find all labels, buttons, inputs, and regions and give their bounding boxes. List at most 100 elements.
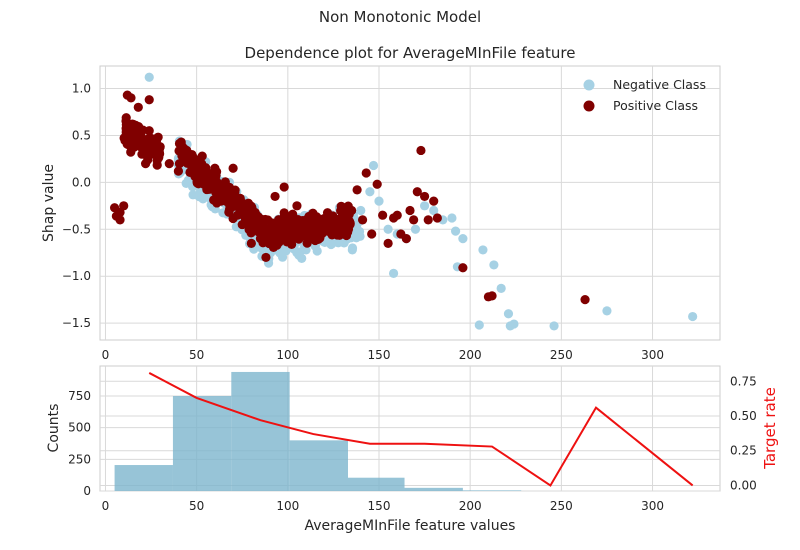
scatter-x-tick-label: 150 (368, 348, 391, 362)
positive-class-point (347, 205, 357, 216)
positive-class-point (228, 163, 238, 173)
positive-class-point (115, 215, 125, 225)
figure-suptitle: Non Monotonic Model (319, 8, 481, 26)
negative-class-point (447, 213, 457, 223)
negative-class-point (549, 321, 559, 331)
histogram-bar (289, 440, 348, 491)
target-rate-ticks: 0.00 0.25 0.50 0.75 (730, 374, 757, 492)
negative-class-point (388, 268, 399, 278)
positive-class-point (328, 229, 339, 239)
positive-class-point (128, 121, 138, 131)
legend-marker-negative (583, 79, 595, 91)
scatter-panel: Dependence plot for AverageMInFile featu… (41, 44, 721, 362)
negative-class-point (478, 245, 488, 255)
histogram-bar (172, 396, 232, 491)
target-rate-line (148, 372, 694, 487)
negative-class-point (509, 319, 519, 329)
negative-class-point (450, 226, 461, 236)
positive-class-point (202, 184, 212, 195)
positive-class-point (229, 186, 239, 196)
negative-class-point (301, 245, 311, 255)
histogram-bar (462, 490, 522, 491)
positive-class-point (244, 219, 255, 230)
positive-class-point (458, 263, 468, 273)
negative-class-point (374, 196, 384, 206)
positive-class-point (120, 134, 130, 144)
positive-class-point (144, 126, 154, 136)
scatter-x-tick-label: 0 (102, 348, 110, 362)
histogram-y-tick-label: 0 (83, 484, 91, 498)
positive-class-point (288, 209, 298, 219)
positive-class-point (173, 166, 184, 176)
positive-class-point (130, 130, 140, 141)
positive-class-point (287, 239, 297, 249)
negative-class-point (602, 306, 612, 316)
positive-class-point (221, 196, 231, 206)
histogram-x-tick-label: 150 (368, 499, 391, 513)
legend-marker-positive (583, 100, 595, 112)
positive-class-point (274, 237, 284, 247)
negative-class-point (281, 246, 291, 256)
positive-class-point (279, 208, 289, 218)
positive-class-point (361, 168, 371, 178)
scatter-y-tick-label: −1.5 (62, 316, 91, 330)
scatter-y-tick-label: 0.0 (72, 175, 91, 189)
negative-class-point (347, 245, 357, 255)
negative-class-point (419, 201, 430, 211)
positive-class-point (174, 146, 184, 156)
positive-class-point (310, 235, 320, 246)
negative-class-point (496, 283, 506, 293)
scatter-x-tick-label: 100 (276, 348, 299, 362)
scatter-x-tick-label: 300 (641, 348, 664, 362)
positive-class-point (274, 229, 285, 240)
negative-class-point (489, 260, 499, 270)
positive-class-point (301, 215, 311, 225)
positive-class-point (338, 221, 348, 231)
negative-class-point (181, 178, 191, 188)
histogram-y-tick-label: 750 (68, 389, 91, 403)
positive-class-point (423, 215, 433, 225)
histogram-bar (114, 465, 173, 491)
positive-class-point (308, 221, 318, 231)
positive-class-point (337, 210, 348, 220)
target-rate-tick-label: 0.00 (730, 478, 757, 492)
positive-class-point (357, 215, 368, 225)
positive-class-point (255, 234, 266, 244)
positive-class-point (412, 187, 422, 197)
negative-class-point (429, 205, 439, 216)
positive-class-point (121, 113, 131, 123)
positive-class-point (283, 229, 293, 239)
positive-class-point (192, 173, 202, 183)
scatter-legend: Negative Class Positive Class (583, 77, 706, 113)
histogram-bars (114, 371, 522, 491)
positive-class-point (367, 229, 377, 239)
positive-class-point (126, 93, 136, 103)
positive-class-point (409, 215, 419, 225)
positive-class-point (580, 295, 590, 305)
positive-class-point (416, 145, 426, 156)
histogram-y-tick-label: 500 (68, 421, 91, 435)
scatter-y-tick-label: 1.0 (72, 82, 91, 96)
target-rate-tick-label: 0.25 (730, 444, 757, 458)
positive-class-point (210, 163, 220, 173)
positive-class-point (383, 238, 393, 248)
negative-class-point (144, 72, 154, 82)
positive-class-point (155, 142, 165, 152)
positive-class-points (109, 90, 590, 305)
scatter-x-tick-label: 200 (459, 348, 482, 362)
positive-class-point (401, 234, 411, 244)
positive-class-point (269, 224, 279, 234)
scatter-x-tick-label: 50 (189, 348, 204, 362)
negative-class-point (383, 224, 393, 234)
positive-class-point (144, 95, 154, 105)
target-rate-tick-label: 0.50 (730, 409, 757, 423)
histogram-x-tick-label: 100 (276, 499, 299, 513)
positive-class-point (237, 219, 247, 230)
negative-class-point (365, 187, 375, 197)
scatter-y-tick-label: −0.5 (62, 222, 91, 236)
histogram-x-tick-label: 0 (102, 499, 110, 513)
histogram-bar (348, 477, 405, 491)
target-rate-axis-label: Target rate (761, 387, 779, 470)
scatter-y-tick-label: −1.0 (62, 269, 91, 283)
